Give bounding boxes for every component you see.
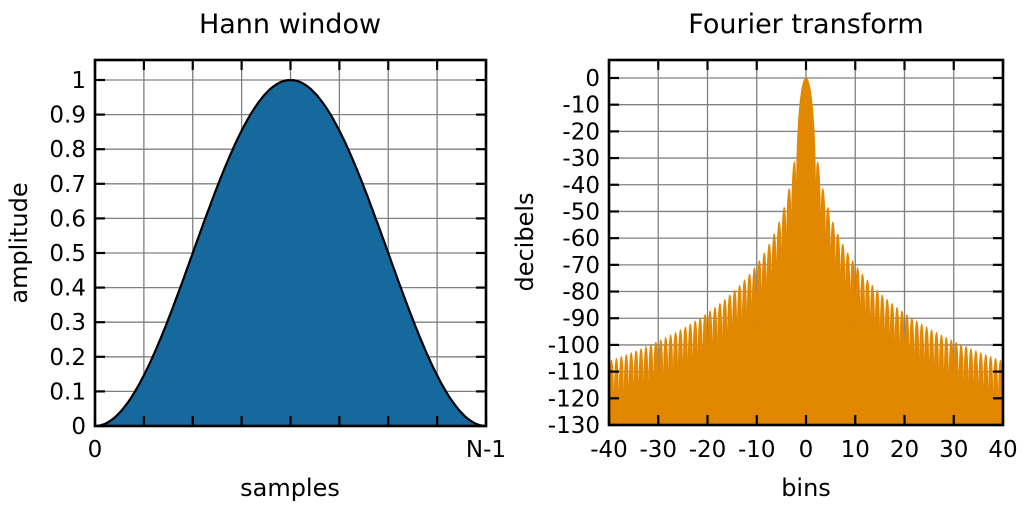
fourier-x-tick-label: -20 <box>689 437 727 463</box>
hann-y-tick-label: 0.1 <box>49 379 86 405</box>
hann-y-tick-label: 0.6 <box>49 206 86 232</box>
hann-curve <box>94 78 487 428</box>
hann-y-tick-label: 0 <box>71 414 86 440</box>
hann-y-tick-label: 0.9 <box>49 103 86 129</box>
fourier-xaxis-label: bins <box>781 474 831 502</box>
hann-y-tick-label: 0.4 <box>49 276 86 302</box>
fourier-y-tick-label: -130 <box>548 413 600 439</box>
fourier-y-tick-label: -20 <box>562 119 600 145</box>
fourier-y-tick-label: -30 <box>562 146 600 172</box>
fourier-y-tick-label: -50 <box>562 199 600 225</box>
hann-y-tick-label: 0.7 <box>49 172 86 198</box>
hann-tick-labels: 0 0.1 0.2 0.3 0.4 0.5 0.6 0.7 0.8 0.9 1 0 N-1 <box>49 68 506 463</box>
fourier-y-tick-label: -80 <box>562 280 600 306</box>
hann-y-tick-label: 0.2 <box>49 345 86 371</box>
fourier-tick-labels: 0-10-20-30-40-50-60-70-80-90-100-110-120… <box>548 66 1018 463</box>
fourier-y-tick-label: -40 <box>562 173 600 199</box>
fourier-y-tick-label: -60 <box>562 226 600 252</box>
fourier-yaxis-label: decibels <box>511 192 539 291</box>
fourier-x-tick-label: -40 <box>590 437 628 463</box>
fourier-y-tick-label: -10 <box>562 93 600 119</box>
hann-xaxis-label: samples <box>240 474 340 502</box>
fourier-y-tick-label: 0 <box>585 66 600 92</box>
hann-y-tick-label: 1 <box>71 68 86 94</box>
hann-chart-title: Hann window <box>199 9 381 40</box>
fourier-chart-title: Fourier transform <box>688 9 923 40</box>
hann-x-tick-label: 0 <box>88 437 103 463</box>
fourier-x-tick-label: 20 <box>890 437 919 463</box>
fourier-x-tick-label: -30 <box>639 437 677 463</box>
hann-x-tick-label: N-1 <box>466 437 506 463</box>
fourier-x-tick-label: 0 <box>799 437 814 463</box>
hann-frame-and-ticks <box>93 58 488 428</box>
fourier-y-tick-label: -120 <box>548 386 600 412</box>
fourier-x-tick-label: -10 <box>738 437 776 463</box>
fourier-x-tick-label: 40 <box>988 437 1017 463</box>
fourier-x-tick-label: 10 <box>841 437 870 463</box>
fourier-curve <box>608 77 1004 426</box>
fourier-x-tick-label: 30 <box>939 437 968 463</box>
fourier-y-tick-label: -90 <box>562 306 600 332</box>
fourier-y-tick-label: -70 <box>562 253 600 279</box>
hann-y-tick-label: 0.5 <box>49 241 86 267</box>
fourier-y-tick-label: -100 <box>548 333 600 359</box>
fourier-frame-and-ticks <box>607 58 1005 427</box>
hann-y-tick-label: 0.8 <box>49 137 86 163</box>
hann-y-tick-label: 0.3 <box>49 310 86 336</box>
fourier-y-tick-label: -110 <box>548 360 600 386</box>
hann-yaxis-label: amplitude <box>5 182 33 303</box>
